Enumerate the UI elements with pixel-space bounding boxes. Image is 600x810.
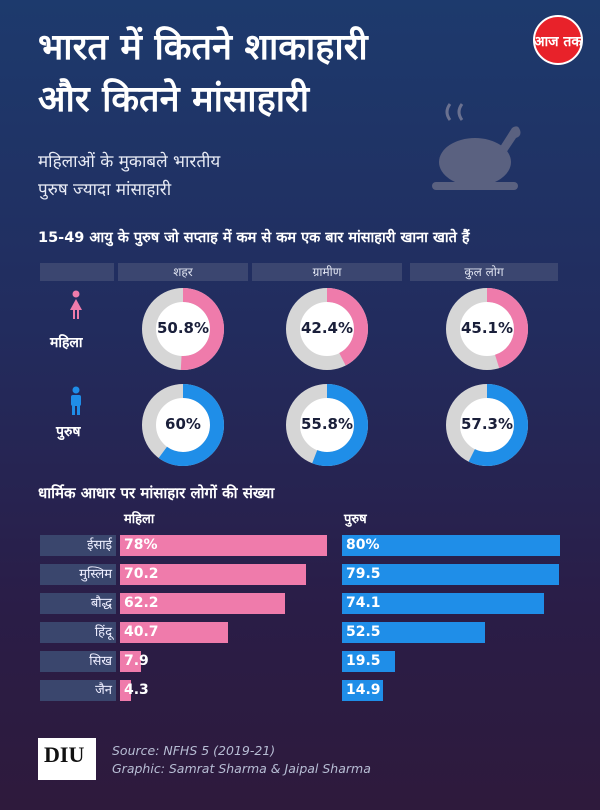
female-bar <box>120 680 132 701</box>
aajtak-logo: आज तक <box>533 15 584 65</box>
donut-value-female-total: 45.1% <box>460 319 514 337</box>
source-text: Source: NFHS 5 (2019-21) <box>112 743 276 758</box>
bar-row: बौद्ध 62.2 74.1 <box>40 593 560 614</box>
male-bar-value: 80% <box>346 537 380 553</box>
male-bar-value: 79.5 <box>346 566 381 582</box>
bar-category-label: ईसाई <box>40 535 116 556</box>
column-header-total: कुल लोग <box>410 263 558 281</box>
male-bar <box>342 593 544 614</box>
male-bar <box>342 651 396 672</box>
female-bar-value: 78% <box>124 537 158 553</box>
female-bar <box>120 564 307 585</box>
credit-text: Graphic: Samrat Sharma & Jaipal Sharma <box>112 761 371 776</box>
donut-arc-male-rural <box>286 384 368 466</box>
male-bar <box>342 564 559 585</box>
source-credit: Source: NFHS 5 (2019-21) Graphic: Samrat… <box>112 742 371 778</box>
subtitle-line-1: महिलाओं के मुकाबले भारतीय <box>38 152 221 172</box>
subtitle-line-2: पुरुष ज्यादा मांसाहारी <box>38 180 172 200</box>
female-bar <box>120 622 228 643</box>
female-bar-value: 7.9 <box>124 653 149 669</box>
donut-arc-male-urban <box>142 384 224 466</box>
female-bar <box>120 651 141 672</box>
column-header-blank <box>40 263 114 281</box>
donut-section-title: 15-49 आयु के पुरुष जो सप्ताह में कम से क… <box>38 230 470 246</box>
diu-logo: DIU <box>38 738 96 780</box>
row-label-male: पुरुष <box>56 424 81 440</box>
female-bar-value: 4.3 <box>124 682 149 698</box>
male-bar-value: 14.9 <box>346 682 381 698</box>
legend-male: पुरुष <box>344 512 367 527</box>
column-header-urban: शहर <box>118 263 248 281</box>
donut-value-female-rural: 42.4% <box>300 319 354 337</box>
bar-row: हिंदू 40.7 52.5 <box>40 622 560 643</box>
bar-row: जैन 4.3 14.9 <box>40 680 560 701</box>
female-bar-value: 62.2 <box>124 595 159 611</box>
donut-value-male-rural: 55.8% <box>300 415 354 433</box>
donut-male-rural <box>286 384 368 466</box>
bar-category-label: हिंदू <box>40 622 116 643</box>
female-person-icon <box>70 290 82 319</box>
donut-arc-female-rural <box>286 288 368 370</box>
male-bar-value: 52.5 <box>346 624 381 640</box>
bar-chart-title: धार्मिक आधार पर मांसाहार लोगों की संख्या <box>38 484 275 502</box>
logo-text: आज तक <box>534 34 584 50</box>
female-bar-value: 40.7 <box>124 624 159 640</box>
bar-row: मुस्लिम 70.2 79.5 <box>40 564 560 585</box>
row-label-female: महिला <box>50 335 83 351</box>
bar-category-label: मुस्लिम <box>40 564 116 585</box>
male-bar-value: 19.5 <box>346 653 381 669</box>
title-line-2: और कितने मांसाहारी <box>38 79 310 120</box>
page-title: भारत में कितने शाकाहारी और कितने मांसाहा… <box>38 22 498 126</box>
male-bar <box>342 622 486 643</box>
column-header-rural: ग्रामीण <box>252 263 402 281</box>
female-bar <box>120 535 327 556</box>
bar-row: ईसाई 78% 80% <box>40 535 560 556</box>
donut-female-rural <box>286 288 368 370</box>
bar-row: सिख 7.9 19.5 <box>40 651 560 672</box>
donut-female-urban <box>142 288 224 370</box>
donut-arc-male-total <box>446 384 528 466</box>
donut-arc-female-total <box>446 288 528 370</box>
male-bar <box>342 680 383 701</box>
donut-female-total <box>446 288 528 370</box>
female-bar <box>120 593 285 614</box>
donut-male-total <box>446 384 528 466</box>
roast-chicken-icon <box>432 103 521 190</box>
donut-value-male-total: 57.3% <box>460 415 514 433</box>
female-bar-value: 70.2 <box>124 566 159 582</box>
donut-male-urban <box>142 384 224 466</box>
subtitle: महिलाओं के मुकाबले भारतीय पुरुष ज्यादा म… <box>38 148 358 204</box>
diu-logo-text: DIU <box>44 742 85 767</box>
title-line-1: भारत में कितने शाकाहारी <box>38 27 368 68</box>
donut-arc-female-urban <box>142 288 224 370</box>
bar-category-label: जैन <box>40 680 116 701</box>
donut-value-female-urban: 50.8% <box>156 319 210 337</box>
male-bar <box>342 535 560 556</box>
legend-female: महिला <box>124 512 155 527</box>
bar-category-label: सिख <box>40 651 116 672</box>
male-bar-value: 74.1 <box>346 595 381 611</box>
male-person-icon <box>71 386 81 415</box>
donut-value-male-urban: 60% <box>165 415 201 433</box>
bar-category-label: बौद्ध <box>40 593 116 614</box>
